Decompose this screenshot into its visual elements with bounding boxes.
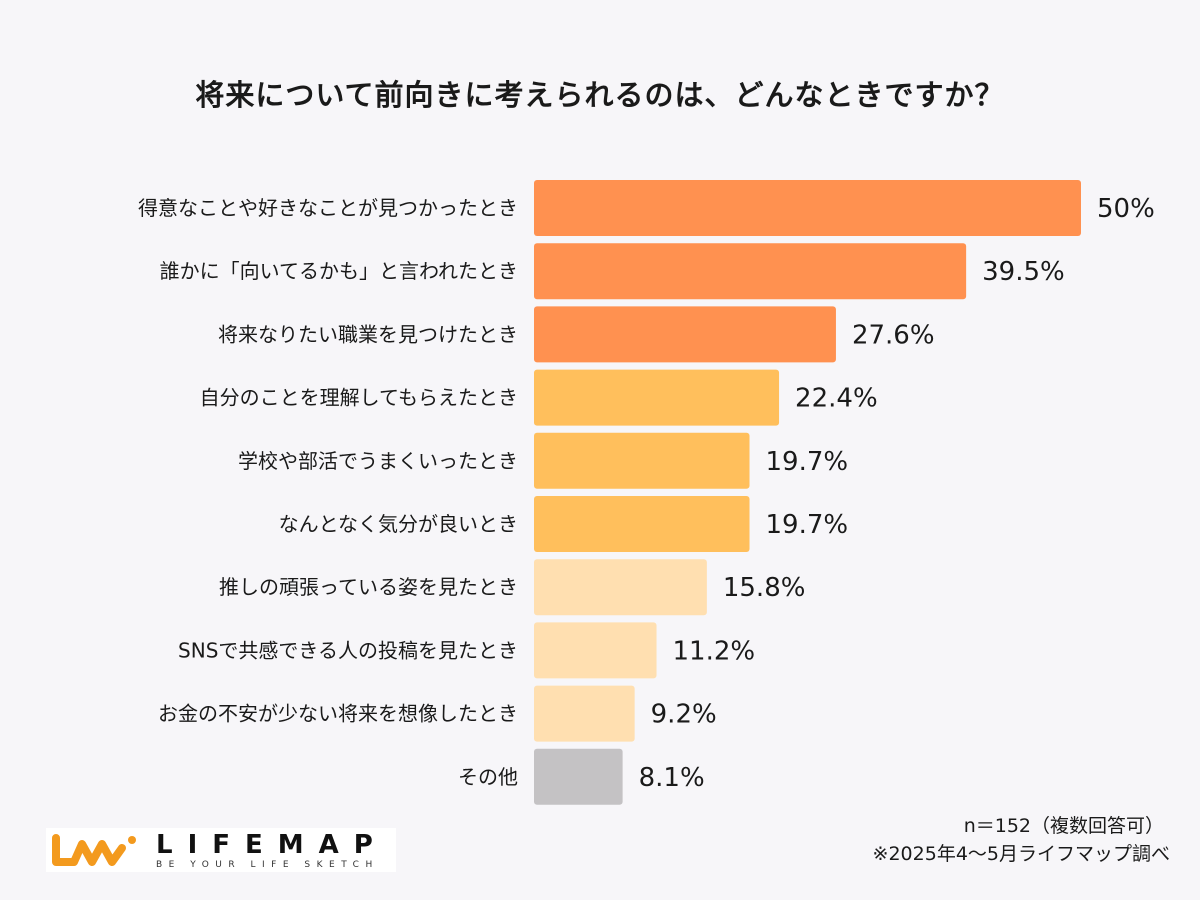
value-label: 39.5% <box>982 257 1065 287</box>
category-label: なんとなく気分が良いとき <box>279 512 518 536</box>
bar <box>534 369 780 426</box>
category-label: その他 <box>458 765 518 789</box>
bar <box>534 685 635 742</box>
value-label: 11.2% <box>673 636 756 666</box>
category-label: 推しの頑張っている姿を見たとき <box>219 575 518 599</box>
chart-title: 将来について前向きに考えられるのは、どんなときですか？ <box>195 78 1005 112</box>
category-label: SNSで共感できる人の投稿を見たとき <box>178 638 518 662</box>
bar <box>534 432 750 489</box>
footnote: n＝152（複数回答可） ※2025年4〜5月ライフマップ調べ <box>873 812 1170 868</box>
bar <box>534 306 836 363</box>
value-label: 8.1% <box>639 763 705 793</box>
value-label: 9.2% <box>651 700 717 730</box>
bar <box>534 748 623 805</box>
value-label: 27.6% <box>852 320 935 350</box>
bar-chart: 得意なことや好きなことが見つかったとき 50% 誰かに「向いてるかも」と言われたとき… <box>138 180 1155 805</box>
source-note: ※2025年4〜5月ライフマップ調べ <box>872 843 1170 865</box>
bar <box>534 180 1081 236</box>
value-label: 19.7% <box>766 510 849 540</box>
logo-tagline: BE YOUR LIFE SKETCH <box>156 860 379 870</box>
category-label: 学校や部活でうまくいったとき <box>238 449 518 473</box>
category-label: お金の不安が少ない将来を想像したとき <box>158 702 518 726</box>
category-label: 誰かに「向いてるかも」と言われたとき <box>160 259 518 283</box>
category-label: 得意なことや好きなことが見つかったとき <box>138 196 518 220</box>
value-label: 19.7% <box>766 447 849 477</box>
lifemap-logo-icon <box>52 834 136 866</box>
category-label: 自分のことを理解してもらえたとき <box>200 386 518 410</box>
value-label: 15.8% <box>723 573 806 603</box>
value-label: 22.4% <box>795 384 878 414</box>
category-label: 将来なりたい職業を見つけたとき <box>218 322 518 346</box>
bar <box>534 496 750 552</box>
bar <box>534 243 967 300</box>
sample-size-note: n＝152（複数回答可） <box>963 815 1164 837</box>
bar <box>534 559 707 616</box>
lifemap-logo: LIFEMAP BE YOUR LIFE SKETCH <box>46 828 396 872</box>
value-label: 50% <box>1097 194 1155 224</box>
bar <box>534 622 657 679</box>
logo-brand: LIFEMAP <box>156 830 388 860</box>
